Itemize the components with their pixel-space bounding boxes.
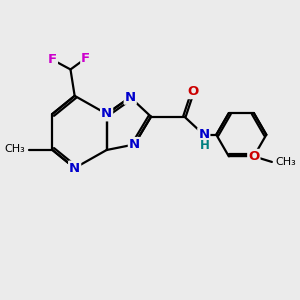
Text: N: N [69, 162, 80, 175]
Text: F: F [48, 53, 57, 66]
Text: N: N [101, 107, 112, 120]
Text: O: O [248, 150, 260, 163]
Text: O: O [187, 85, 198, 98]
Text: F: F [81, 52, 90, 65]
Text: N: N [124, 91, 136, 104]
Text: N: N [198, 128, 209, 141]
Text: CH₃: CH₃ [5, 144, 26, 154]
Text: CH₃: CH₃ [275, 157, 296, 167]
Text: H: H [200, 139, 210, 152]
Text: N: N [129, 138, 140, 151]
